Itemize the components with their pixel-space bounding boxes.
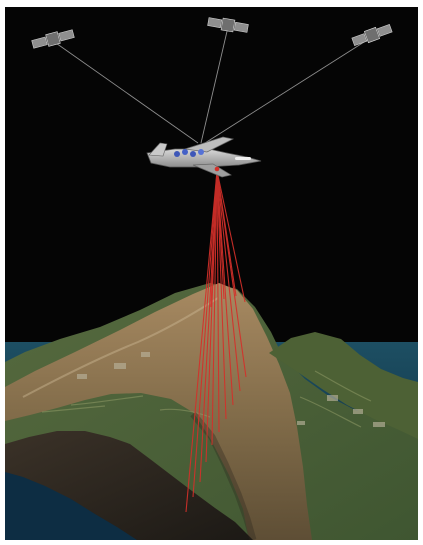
satellite-icon — [351, 24, 393, 46]
link-line — [204, 36, 373, 144]
island-terrain — [5, 283, 418, 540]
ravine — [190, 411, 257, 540]
link-line — [52, 40, 199, 144]
satellite-icon — [207, 17, 249, 33]
satellite-links — [52, 26, 373, 144]
laser-scan-beams — [185, 170, 247, 513]
satellite-icon — [31, 29, 75, 49]
link-line — [200, 26, 229, 144]
lidar-scene — [5, 7, 418, 540]
field-patches — [77, 352, 385, 427]
field-lines — [41, 370, 372, 428]
shore-water — [5, 472, 137, 540]
eastern-highland — [269, 332, 418, 439]
survey-aircraft-icon — [146, 136, 262, 178]
lidar-illustration — [5, 17, 418, 540]
ridge-highlight — [22, 297, 219, 398]
